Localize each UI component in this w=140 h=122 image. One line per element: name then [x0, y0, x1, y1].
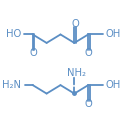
Text: O: O	[30, 48, 37, 58]
Text: OH: OH	[106, 29, 121, 39]
Text: H₂N: H₂N	[2, 80, 21, 90]
Text: OH: OH	[106, 80, 121, 90]
Text: HO: HO	[5, 29, 21, 39]
Text: NH₂: NH₂	[67, 68, 86, 78]
Text: O: O	[85, 99, 93, 109]
Text: O: O	[85, 48, 93, 58]
Text: O: O	[71, 19, 79, 29]
